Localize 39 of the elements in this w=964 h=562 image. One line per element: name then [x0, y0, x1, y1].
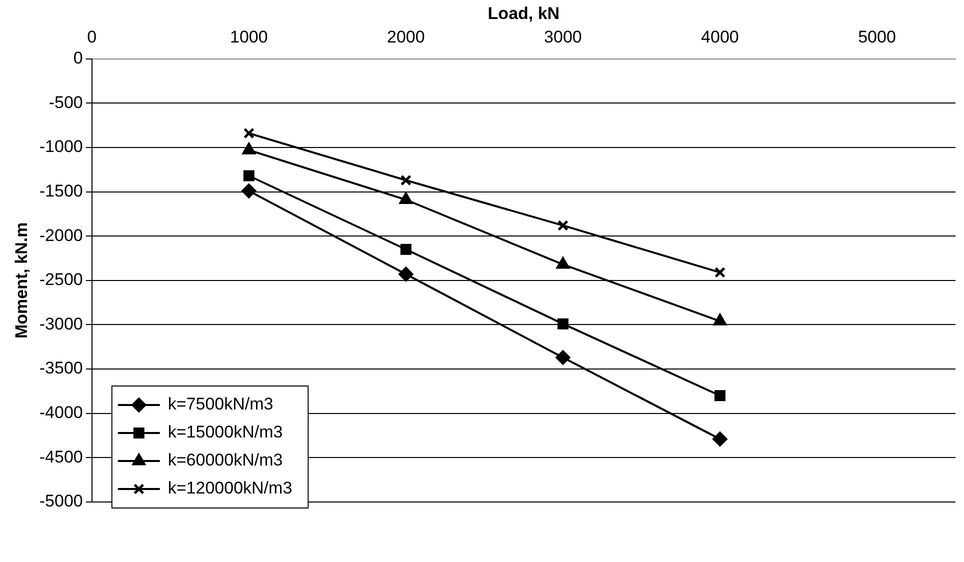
- point: [243, 128, 254, 139]
- point: [242, 184, 256, 198]
- legend-label: k=7500kN/m3: [168, 394, 274, 414]
- point: [399, 192, 412, 204]
- x-tick-label: 3000: [544, 27, 582, 46]
- point: [400, 174, 412, 186]
- y-tick-label: -4000: [39, 403, 83, 422]
- x-tick-label: 2000: [387, 27, 425, 46]
- y-tick-label: -1000: [39, 137, 83, 156]
- point: [714, 266, 726, 278]
- x-tick-label: 0: [87, 27, 97, 46]
- point: [400, 244, 412, 255]
- x-axis-title: Load, kN: [488, 4, 560, 23]
- y-tick-label: -1500: [39, 181, 83, 200]
- y-tick-label: 0: [73, 48, 83, 68]
- x-tick-label: 5000: [858, 27, 896, 46]
- point: [242, 142, 256, 154]
- x-tick-label: 4000: [701, 27, 739, 46]
- legend-label: k=60000kN/m3: [168, 450, 283, 470]
- y-tick-label: -2500: [39, 270, 83, 290]
- legend-label: k=15000kN/m3: [168, 422, 283, 442]
- point: [398, 266, 414, 282]
- y-tick-label: -3000: [39, 314, 83, 334]
- point: [243, 170, 254, 182]
- y-tick-label: -3500: [39, 358, 83, 378]
- point: [714, 390, 726, 402]
- y-tick-label: -5000: [39, 492, 83, 511]
- x-tick-label: 1000: [230, 27, 268, 46]
- point: [557, 220, 568, 231]
- point: [556, 350, 570, 365]
- point: [714, 314, 726, 326]
- point: [712, 432, 728, 446]
- y-axis-title: Moment, kN.m: [12, 222, 31, 338]
- legend-label: k=120000kN/m3: [168, 478, 292, 498]
- point: [557, 318, 568, 330]
- y-tick-label: -500: [48, 92, 83, 112]
- y-tick-label: -2000: [39, 226, 83, 245]
- point: [556, 257, 570, 269]
- y-tick-label: -4500: [39, 447, 83, 466]
